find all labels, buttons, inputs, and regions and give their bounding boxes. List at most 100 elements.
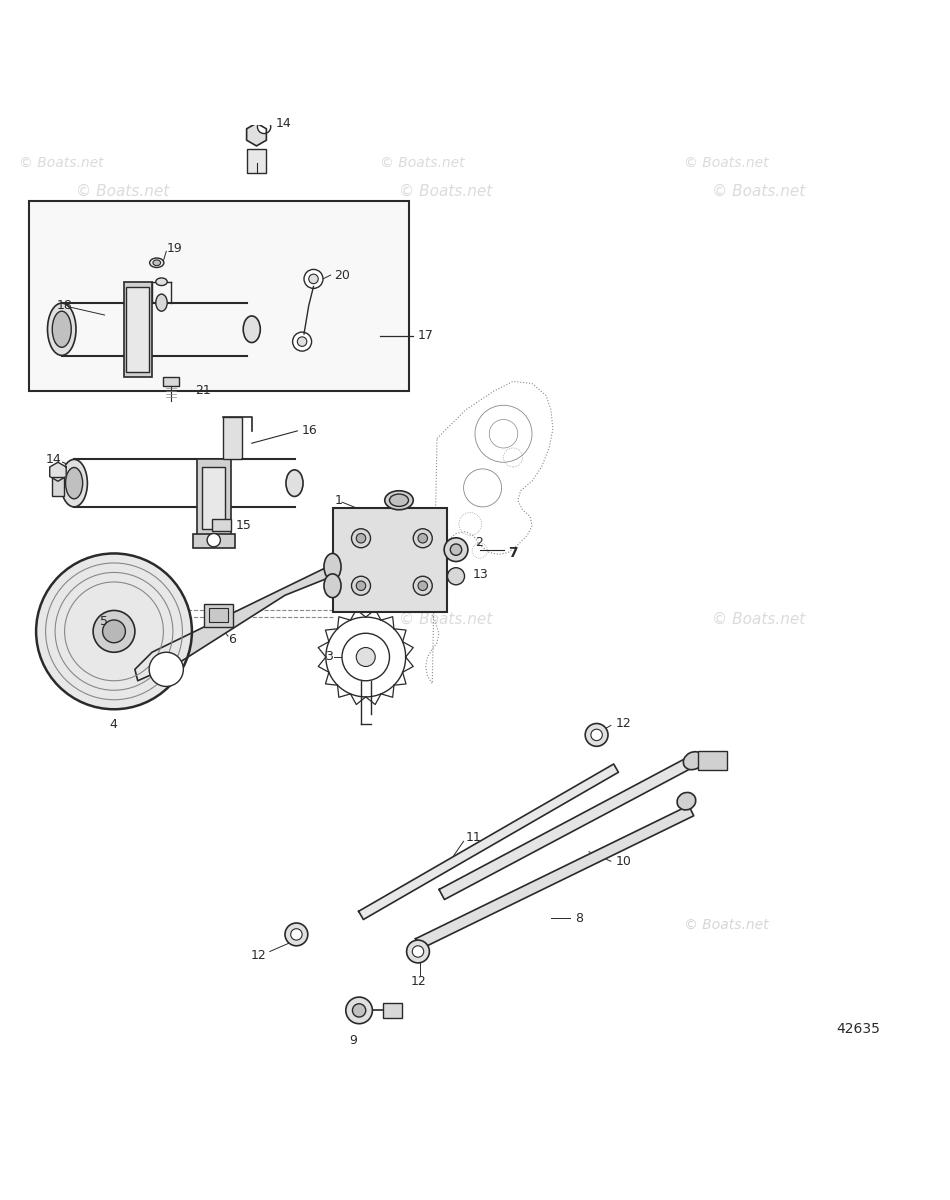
Text: 15: 15	[236, 520, 252, 533]
Circle shape	[407, 940, 429, 962]
Ellipse shape	[444, 538, 467, 562]
Ellipse shape	[243, 316, 260, 342]
Circle shape	[418, 581, 428, 590]
Text: 14: 14	[46, 452, 62, 466]
Bar	[223, 416, 242, 460]
Circle shape	[346, 997, 372, 1024]
Circle shape	[297, 337, 307, 347]
Text: © Boats.net: © Boats.net	[380, 156, 465, 170]
Text: 16: 16	[302, 425, 318, 437]
Text: 18: 18	[57, 299, 73, 312]
Ellipse shape	[286, 470, 303, 497]
Bar	[698, 751, 727, 770]
Ellipse shape	[450, 544, 462, 556]
Text: 17: 17	[418, 329, 434, 342]
Circle shape	[36, 553, 192, 709]
Circle shape	[418, 534, 428, 542]
Polygon shape	[439, 756, 696, 900]
Ellipse shape	[324, 574, 341, 598]
Bar	[28, 200, 408, 391]
Text: 1: 1	[334, 493, 342, 506]
Ellipse shape	[156, 294, 167, 311]
Ellipse shape	[677, 792, 695, 810]
Circle shape	[291, 929, 302, 940]
Circle shape	[352, 576, 370, 595]
Ellipse shape	[61, 460, 87, 506]
Text: 3: 3	[325, 650, 332, 664]
Bar	[204, 604, 233, 626]
Circle shape	[207, 534, 220, 547]
Text: © Boats.net: © Boats.net	[712, 184, 806, 199]
Polygon shape	[247, 124, 266, 146]
Text: 14: 14	[276, 116, 292, 130]
Circle shape	[585, 724, 608, 746]
Polygon shape	[359, 764, 618, 919]
Text: 12: 12	[616, 718, 632, 730]
Bar	[163, 377, 179, 386]
Text: 20: 20	[334, 269, 351, 282]
Circle shape	[257, 120, 271, 133]
Ellipse shape	[447, 568, 465, 584]
Text: 21: 21	[195, 384, 211, 397]
Text: © Boats.net: © Boats.net	[684, 156, 769, 170]
Polygon shape	[49, 462, 66, 481]
Circle shape	[352, 529, 370, 547]
Circle shape	[309, 274, 318, 283]
Polygon shape	[135, 566, 332, 680]
Text: 8: 8	[575, 912, 582, 925]
Circle shape	[93, 611, 135, 653]
Circle shape	[413, 529, 432, 547]
Ellipse shape	[150, 258, 163, 268]
Circle shape	[103, 620, 125, 643]
Text: © Boats.net: © Boats.net	[684, 918, 769, 932]
Circle shape	[356, 581, 366, 590]
Polygon shape	[415, 805, 694, 949]
Text: 12: 12	[251, 949, 267, 962]
Circle shape	[285, 923, 308, 946]
Text: © Boats.net: © Boats.net	[399, 184, 492, 199]
Circle shape	[412, 946, 424, 958]
Circle shape	[149, 653, 183, 686]
Circle shape	[356, 648, 375, 666]
Bar	[332, 508, 446, 612]
Ellipse shape	[48, 304, 76, 355]
Bar	[209, 607, 228, 622]
Text: © Boats.net: © Boats.net	[76, 612, 169, 626]
Circle shape	[356, 534, 366, 542]
Text: 5: 5	[100, 616, 107, 629]
Circle shape	[304, 269, 323, 288]
Circle shape	[591, 730, 602, 740]
Text: 11: 11	[466, 830, 482, 844]
Ellipse shape	[390, 494, 408, 506]
Text: © Boats.net: © Boats.net	[76, 184, 169, 199]
Ellipse shape	[153, 260, 161, 265]
Bar	[247, 149, 266, 173]
Text: 4: 4	[109, 718, 117, 731]
Text: 10: 10	[616, 854, 632, 868]
Text: 13: 13	[473, 568, 489, 581]
Ellipse shape	[52, 311, 71, 347]
Ellipse shape	[324, 553, 341, 580]
Bar	[126, 287, 149, 372]
Bar	[383, 1003, 402, 1018]
Circle shape	[413, 576, 432, 595]
Bar	[124, 282, 152, 377]
Text: 7: 7	[508, 546, 518, 560]
Circle shape	[342, 634, 390, 680]
Text: © Boats.net: © Boats.net	[399, 612, 492, 626]
Text: 12: 12	[410, 976, 427, 989]
Text: © Boats.net: © Boats.net	[19, 156, 104, 170]
Text: 9: 9	[350, 1034, 357, 1048]
Bar	[52, 476, 64, 496]
Text: © Boats.net: © Boats.net	[712, 612, 806, 626]
Ellipse shape	[66, 468, 83, 499]
Text: 6: 6	[228, 634, 236, 647]
Circle shape	[352, 1003, 366, 1018]
Ellipse shape	[156, 278, 167, 286]
Text: 2: 2	[475, 536, 483, 550]
Text: 42635: 42635	[836, 1022, 880, 1037]
Ellipse shape	[385, 491, 413, 510]
Bar	[212, 520, 231, 530]
Bar	[202, 467, 225, 529]
Circle shape	[293, 332, 312, 352]
